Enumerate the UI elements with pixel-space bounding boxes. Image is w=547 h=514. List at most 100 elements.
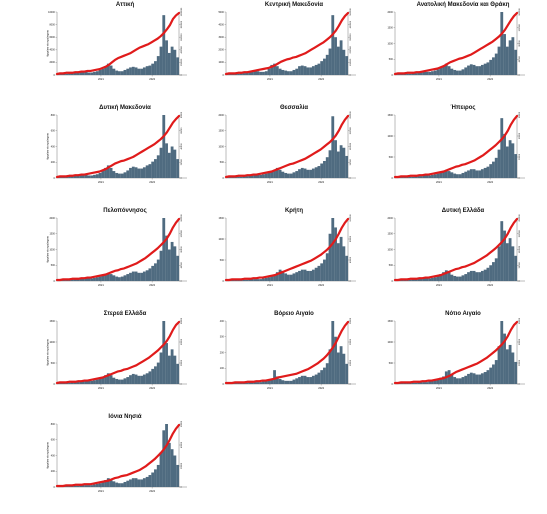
daily-cases-bar <box>142 478 146 487</box>
daily-cases-bar <box>159 452 163 487</box>
daily-cases-bar <box>295 272 299 281</box>
y-tick-label: 2000 <box>218 49 224 52</box>
daily-cases-bar <box>173 455 177 487</box>
daily-cases-bar <box>453 69 457 75</box>
daily-cases-bar <box>300 167 304 178</box>
daily-cases-bar <box>264 380 268 384</box>
y-tick-label: 1000 <box>218 238 224 241</box>
daily-cases-bar <box>478 170 482 178</box>
y-axis-label: Ημερήσια νέα κρούσματα <box>47 338 50 366</box>
daily-cases-bar <box>87 485 91 487</box>
y-tick-label: 0 <box>391 74 393 77</box>
x-tick-label: 2021 <box>98 77 104 81</box>
chart-title: Κρήτη <box>284 208 304 214</box>
daily-cases-bar <box>95 174 99 178</box>
daily-cases-bar <box>275 376 279 384</box>
daily-cases-bar <box>323 259 326 281</box>
daily-cases-bar <box>444 169 448 178</box>
daily-cases-bar <box>419 278 423 281</box>
daily-cases-bar <box>106 272 110 281</box>
line-marker <box>123 474 125 477</box>
daily-cases-bar <box>234 383 238 384</box>
daily-cases-bar <box>156 56 160 75</box>
daily-cases-bar <box>81 485 85 487</box>
daily-cases-bar <box>505 146 509 178</box>
daily-cases-bar <box>414 73 418 75</box>
y2-tick-label: 60000 <box>519 132 521 139</box>
y-tick-label: 4000 <box>218 23 224 26</box>
daily-cases-bar <box>472 270 476 281</box>
daily-cases-bar <box>253 70 257 75</box>
daily-cases-bar <box>508 238 512 281</box>
daily-cases-bar <box>109 479 113 487</box>
daily-cases-bar <box>126 274 130 281</box>
daily-cases-bar <box>436 378 440 384</box>
line-marker <box>461 266 463 269</box>
daily-cases-bar <box>503 333 506 384</box>
daily-cases-bar <box>134 167 138 178</box>
y2-tick-label: 50000 <box>519 261 521 268</box>
daily-cases-bar <box>134 374 138 384</box>
daily-cases-bar <box>486 62 490 75</box>
daily-cases-bar <box>489 265 493 281</box>
daily-cases-bar <box>278 169 282 178</box>
x-tick-label: 2022 <box>487 386 493 390</box>
y-tick-label: 10000 <box>48 11 55 14</box>
daily-cases-bar <box>170 449 174 487</box>
cumulative-cases-line <box>393 217 519 282</box>
daily-cases-bar <box>492 262 495 281</box>
daily-cases-bar <box>456 174 459 178</box>
chart-plot: 0 500 1000 1500 0 30000 60000 90000 Ημερήσια νέα… <box>47 317 187 390</box>
daily-cases-bar <box>414 176 418 178</box>
chart-panel: Πελοπόννησος 0 500 1000 1500 2000 0 40000 80000 1… <box>45 208 205 308</box>
chart-plot: 0 100 200 300 400 0 10000 20000 30000 2021 2022 <box>220 317 356 390</box>
daily-cases-bar <box>275 272 279 281</box>
daily-cases-bar <box>167 152 171 178</box>
y2-tick-label: 20000 <box>181 158 183 165</box>
daily-cases-bar <box>259 71 263 75</box>
line-marker <box>319 43 322 46</box>
daily-cases-bar <box>159 352 163 384</box>
daily-cases-bar <box>131 271 135 281</box>
daily-cases-bar <box>170 146 174 178</box>
daily-cases-bar <box>503 230 506 281</box>
daily-cases-bar <box>497 246 501 281</box>
y-tick-label: 100 <box>220 367 225 370</box>
y2-tick-label: 20000 <box>350 338 352 345</box>
x-tick-label: 2021 <box>267 283 273 287</box>
daily-cases-bar <box>325 253 329 281</box>
y-axis-label: Ημερήσια νέα κρούσματα <box>47 132 50 160</box>
daily-cases-bar <box>500 321 504 384</box>
daily-cases-bar <box>142 374 146 384</box>
daily-cases-bar <box>253 279 257 281</box>
y2-tick-label: 400000 <box>181 45 183 53</box>
daily-cases-bar <box>275 66 279 75</box>
line-marker <box>488 252 491 255</box>
daily-cases-bar <box>148 475 152 487</box>
daily-cases-bar <box>511 352 515 384</box>
y2-tick-label: 0 <box>181 74 183 76</box>
y2-tick-label: 90000 <box>519 317 521 324</box>
y2-tick-label: 30000 <box>350 317 352 324</box>
line-marker <box>292 162 294 165</box>
daily-cases-bar <box>278 269 282 281</box>
daily-cases-bar <box>81 71 85 75</box>
daily-cases-bar <box>59 383 63 384</box>
daily-cases-bar <box>120 71 124 75</box>
daily-cases-bar <box>256 279 260 281</box>
daily-cases-bar <box>486 166 490 178</box>
y-tick-label: 1000 <box>49 248 55 251</box>
daily-cases-bar <box>425 71 429 75</box>
x-tick-label: 2021 <box>436 386 442 390</box>
daily-cases-bar <box>126 480 130 487</box>
y-tick-label: 1000 <box>218 145 224 148</box>
y2-tick-label: 30000 <box>519 359 521 366</box>
daily-cases-bar <box>439 67 443 75</box>
x-tick-label: 2022 <box>318 283 324 287</box>
y2-tick-label: 40000 <box>519 55 521 62</box>
daily-cases-bar <box>140 375 144 384</box>
daily-cases-bar <box>428 71 432 75</box>
x-tick-label: 2021 <box>98 489 104 493</box>
daily-cases-bar <box>162 115 166 178</box>
y2-tick-label: 100000 <box>350 142 352 150</box>
